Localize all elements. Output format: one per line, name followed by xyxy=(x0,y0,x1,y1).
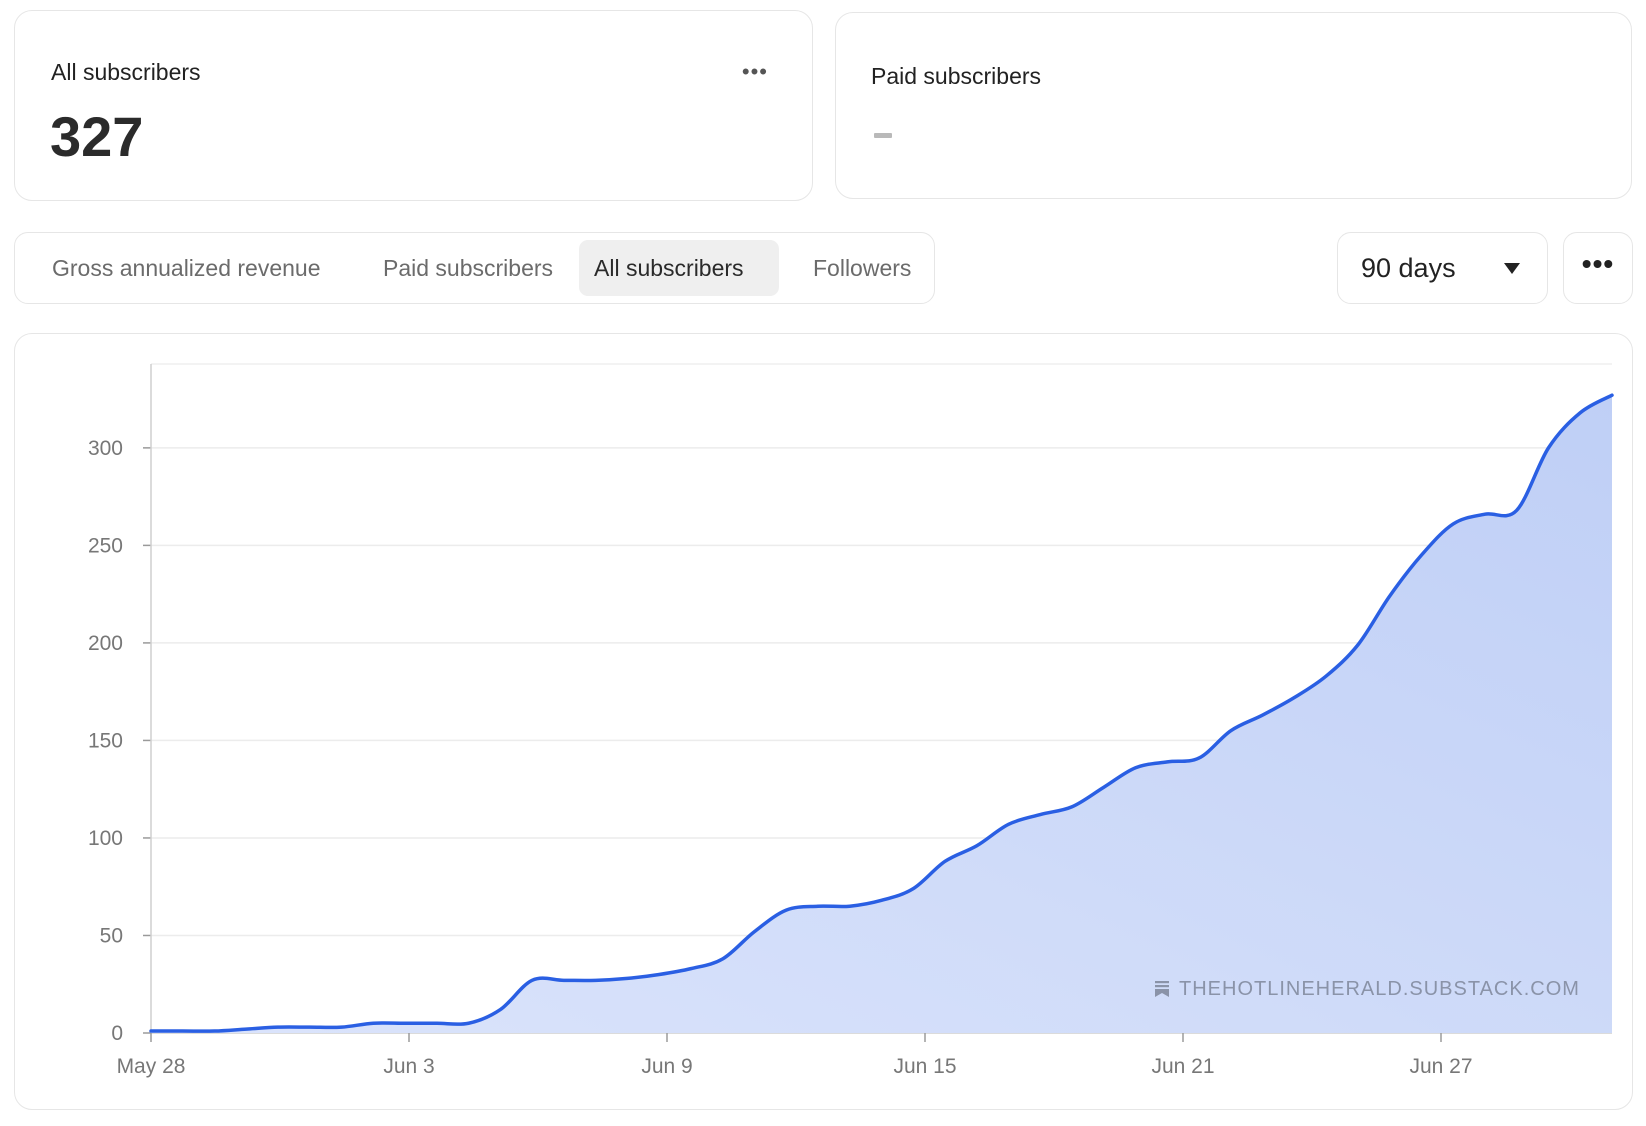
tab-all-subscribers[interactable]: All subscribers xyxy=(579,240,779,296)
watermark: THEHOTLINEHERALD.SUBSTACK.COM xyxy=(1155,979,1580,999)
chart-more-button[interactable]: ••• xyxy=(1563,232,1633,304)
metric-tabs: Gross annualized revenue Paid subscriber… xyxy=(14,232,935,304)
more-icon: ••• xyxy=(1581,248,1615,279)
paid-subscribers-empty-value xyxy=(874,133,892,138)
paid-subscribers-title: Paid subscribers xyxy=(871,63,1042,89)
tab-followers[interactable]: Followers xyxy=(813,255,912,281)
date-range-select[interactable]: 90 days xyxy=(1337,232,1548,304)
tab-paid-subscribers[interactable]: Paid subscribers xyxy=(383,255,554,281)
all-subscribers-count: 327 xyxy=(50,105,144,168)
tab-gross-annualized-revenue[interactable]: Gross annualized revenue xyxy=(52,255,321,281)
watermark-text: THEHOTLINEHERALD.SUBSTACK.COM xyxy=(1179,978,1580,1000)
caret-down-icon xyxy=(1504,263,1520,274)
card-more-icon[interactable]: ••• xyxy=(741,59,768,84)
bookmark-icon xyxy=(1155,981,1169,997)
date-range-value: 90 days xyxy=(1361,253,1456,283)
all-subscribers-card: All subscribers 327 ••• xyxy=(14,10,813,201)
all-subscribers-title: All subscribers xyxy=(51,59,201,85)
subscribers-chart-card xyxy=(14,333,1633,1110)
paid-subscribers-card: Paid subscribers xyxy=(835,12,1632,199)
